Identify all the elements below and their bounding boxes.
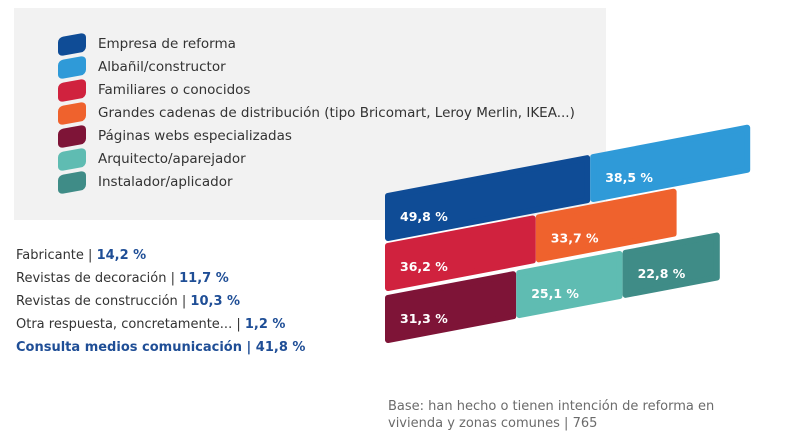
other-answer-value: 1,2 % (244, 317, 286, 332)
bar-value-label: 38,5 % (605, 170, 653, 185)
legend-label: Páginas webs especializadas (98, 128, 292, 144)
legend-label: Arquitecto/aparejador (98, 151, 246, 167)
other-answers-list: Fabricante | 14,2 % Revistas de decoració… (16, 244, 305, 359)
bar-value-label: 22,8 % (638, 266, 686, 281)
other-answer-label: Revistas de decoración | (16, 271, 180, 286)
legend-label: Familiares o conocidos (98, 82, 251, 98)
bar (622, 232, 720, 298)
other-answer-value: 41,8 % (255, 340, 306, 355)
bar-value-label: 25,1 % (531, 286, 579, 301)
bar-value-label: 49,8 % (400, 209, 448, 224)
other-answer-row: Revistas de decoración | 11,7 % (16, 267, 305, 290)
other-answer-label: Revistas de construcción | (16, 294, 191, 309)
other-answer-row: Consulta medios comunicación | 41,8 % (16, 336, 305, 359)
bar (385, 215, 536, 291)
legend-label: Albañil/constructor (98, 59, 226, 75)
other-answer-label: Consulta medios comunicación | (16, 340, 256, 355)
bar (516, 250, 623, 319)
bar-value-label: 33,7 % (551, 230, 599, 245)
other-answer-value: 11,7 % (179, 271, 229, 286)
bar-value-label: 31,3 % (400, 311, 448, 326)
bar (535, 188, 677, 263)
other-answer-label: Fabricante | (16, 248, 97, 263)
other-answer-row: Revistas de construcción | 10,3 % (16, 290, 305, 313)
legend-label: Empresa de reforma (98, 36, 236, 52)
other-answer-value: 10,3 % (190, 294, 241, 309)
other-answer-value: 14,2 % (96, 248, 147, 263)
other-answer-label: Otra respuesta, concretamente... | (16, 317, 245, 332)
bar (385, 155, 591, 241)
bar (385, 271, 517, 343)
bar-value-label: 36,2 % (400, 259, 448, 274)
bar-group: 33,7 % (535, 188, 677, 263)
bar (590, 124, 751, 203)
bar-group: 22,8 % (622, 232, 720, 298)
bar-group: 36,2 % (385, 215, 536, 291)
bar-group: 31,3 % (385, 271, 517, 343)
other-answer-row: Fabricante | 14,2 % (16, 244, 305, 267)
bar-group: 49,8 % (385, 155, 591, 241)
other-answer-row: Otra respuesta, concretamente... | 1,2 % (16, 313, 305, 336)
legend-label: Grandes cadenas de distribución (tipo Br… (98, 105, 575, 121)
base-note: Base: han hecho o tienen intención de re… (388, 399, 715, 431)
bar-group: 25,1 % (516, 250, 623, 319)
legend-label: Instalador/aplicador (98, 174, 233, 190)
bar-group: 38,5 % (590, 124, 751, 203)
